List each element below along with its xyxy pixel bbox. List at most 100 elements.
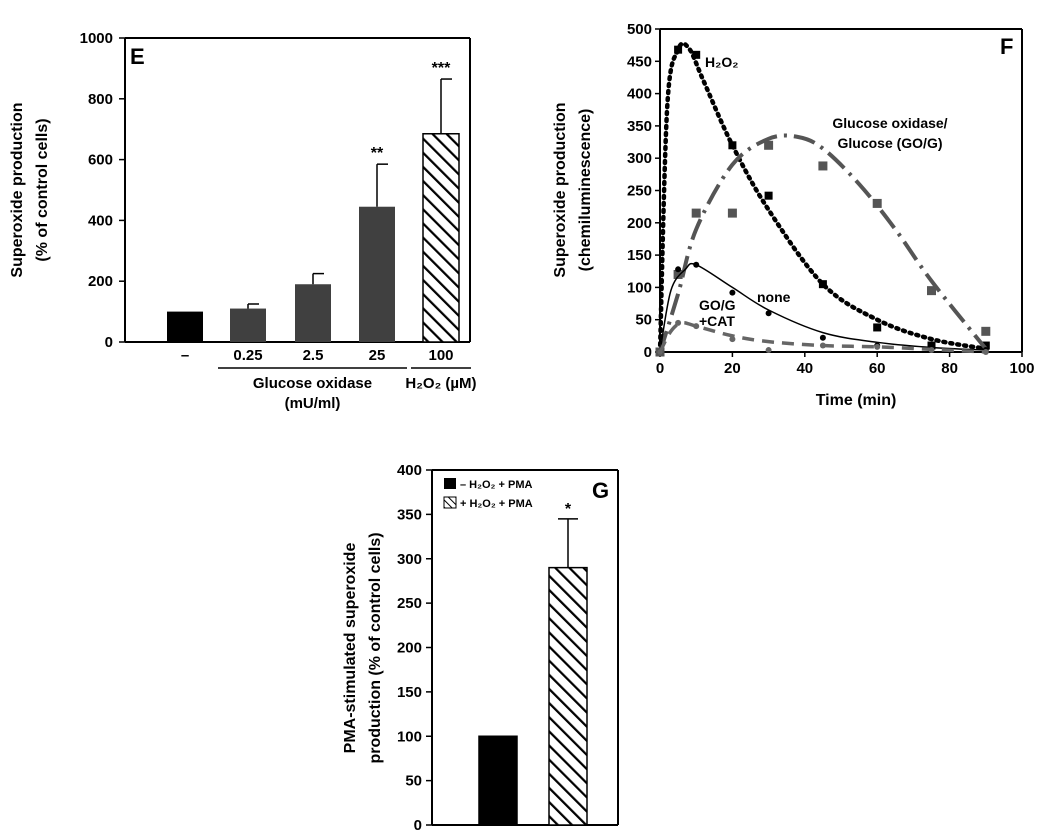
panel-f-ylabel-line1: Superoxide production xyxy=(552,102,569,277)
panel-f-point xyxy=(675,266,682,273)
panel-e-ytick-label: 800 xyxy=(88,91,113,108)
panel-e-category-label: 100 xyxy=(428,347,453,364)
panel-g-ytick-label: 0 xyxy=(414,817,422,834)
panel-f-point xyxy=(691,208,701,218)
panel-g-ytick-label: 250 xyxy=(397,595,422,612)
panel-g-ylabel-line2: production (% of control cells) xyxy=(367,532,384,763)
panel-f-xtick-label: 80 xyxy=(941,360,958,377)
panel-e: E Superoxide production (% of control ce… xyxy=(9,30,477,412)
panel-f-point xyxy=(692,50,701,59)
panel-f-ytick-label: 450 xyxy=(627,53,652,70)
panel-f-point xyxy=(819,334,826,341)
panel-g-ytick-label: 100 xyxy=(397,728,422,745)
panel-e-ytick-label: 1000 xyxy=(80,30,113,47)
panel-e-bar xyxy=(167,311,203,342)
panel-f-point xyxy=(927,341,936,350)
panel-f-point xyxy=(728,141,737,150)
panel-f-point xyxy=(873,323,882,332)
panel-f-point xyxy=(872,198,882,208)
panel-e-bar xyxy=(295,284,331,342)
panel-e-ylabel-line1: Superoxide production xyxy=(9,102,26,277)
panel-e-ytick-label: 0 xyxy=(105,334,113,351)
panel-g-ytick-label: 400 xyxy=(397,462,422,479)
panel-f-xtick-label: 100 xyxy=(1009,360,1034,377)
panel-f-point xyxy=(765,347,772,354)
panel-f-point xyxy=(693,323,700,330)
panel-g-bar xyxy=(548,566,588,826)
panel-e-group-label: H₂O₂ (µM) xyxy=(405,375,476,392)
panel-f-letter: F xyxy=(1000,34,1013,59)
panel-e-significance: *** xyxy=(432,60,451,77)
panel-g-legend-label-1: – H₂O₂ + PMA xyxy=(460,479,532,491)
panel-f-label-gog-line2: Glucose (GO/G) xyxy=(837,135,942,151)
panel-f: F Superoxide production (chemiluminescen… xyxy=(552,21,1035,409)
panel-e-category-label: – xyxy=(181,347,189,364)
panel-e-letter: E xyxy=(130,44,145,69)
panel-f-point xyxy=(729,336,736,343)
panel-e-bar xyxy=(359,206,395,342)
panel-f-point xyxy=(674,45,683,54)
panel-g-ytick-label: 350 xyxy=(397,506,422,523)
panel-g-significance: * xyxy=(565,501,572,518)
panel-f-xlabel: Time (min) xyxy=(816,392,897,409)
panel-f-point xyxy=(981,341,990,350)
panel-f-point xyxy=(765,310,772,317)
panel-f-series-line-go-g-cat xyxy=(658,320,986,354)
panel-f-point xyxy=(729,289,736,296)
panel-e-category-label: 2.5 xyxy=(303,347,324,364)
panel-e-ytick-label: 200 xyxy=(88,273,113,290)
panel-f-point xyxy=(764,140,774,150)
panel-f-series-line-go-g xyxy=(658,133,988,353)
panel-f-label-gogcat-line2: +CAT xyxy=(699,313,735,329)
panel-f-point xyxy=(727,208,737,218)
panel-g-ytick-label: 200 xyxy=(397,640,422,657)
panel-e-bar xyxy=(230,308,266,342)
panel-f-point xyxy=(818,161,828,171)
panel-g-ylabel-line1: PMA-stimulated superoxide xyxy=(342,543,359,754)
panel-f-label-gogcat-line1: GO/G xyxy=(699,297,736,313)
panel-g: G PMA-stimulated superoxide production (… xyxy=(342,462,619,834)
panel-f-point xyxy=(928,347,935,354)
panel-f-xtick-label: 60 xyxy=(869,360,886,377)
panel-g-ytick-label: 300 xyxy=(397,551,422,568)
panel-f-ytick-label: 350 xyxy=(627,118,652,135)
panel-f-ytick-label: 500 xyxy=(627,21,652,38)
panel-g-ytick-label: 150 xyxy=(397,684,422,701)
panel-f-point xyxy=(657,349,663,355)
panel-f-point xyxy=(693,261,700,268)
panel-g-ytick-label: 50 xyxy=(405,773,422,790)
panel-g-legend-swatch-2 xyxy=(443,496,457,509)
panel-f-point xyxy=(764,191,773,200)
panel-f-ytick-label: 150 xyxy=(627,247,652,264)
panel-e-category-label: 25 xyxy=(369,347,386,364)
panel-e-ytick-label: 600 xyxy=(88,152,113,169)
panel-g-legend-swatch-1 xyxy=(444,478,456,489)
panel-f-point xyxy=(981,326,991,336)
panel-e-group-label: Glucose oxidase xyxy=(253,375,372,392)
panel-f-xtick-label: 40 xyxy=(796,360,813,377)
panel-e-category-label: 0.25 xyxy=(233,347,262,364)
panel-f-ytick-label: 200 xyxy=(627,215,652,232)
panel-g-bar xyxy=(478,735,518,826)
panel-e-bar xyxy=(422,133,460,343)
panel-f-point xyxy=(982,349,989,355)
panel-f-point xyxy=(927,286,936,296)
panel-f-series-line-none xyxy=(659,262,986,353)
panel-f-label-none: none xyxy=(757,289,791,305)
panel-f-label-gog-line1: Glucose oxidase/ xyxy=(832,115,947,131)
panel-e-significance: ** xyxy=(371,145,384,162)
panel-f-xtick-label: 20 xyxy=(724,360,741,377)
panel-f-ytick-label: 300 xyxy=(627,150,652,167)
panel-f-label-h2o2: H₂O₂ xyxy=(705,54,738,70)
panel-f-ytick-label: 400 xyxy=(627,86,652,103)
panel-g-legend-label-2: + H₂O₂ + PMA xyxy=(460,498,533,510)
panel-f-point xyxy=(673,269,683,279)
panel-e-ylabel-line2: (% of control cells) xyxy=(34,118,51,261)
panel-f-point xyxy=(818,280,827,289)
panel-f-point xyxy=(819,342,826,349)
panel-f-ytick-label: 0 xyxy=(644,344,652,361)
panel-f-xtick-label: 0 xyxy=(656,360,664,377)
panel-f-series-line-h2o2 xyxy=(657,41,989,355)
panel-g-letter: G xyxy=(592,478,609,503)
panel-f-ytick-label: 100 xyxy=(627,279,652,296)
